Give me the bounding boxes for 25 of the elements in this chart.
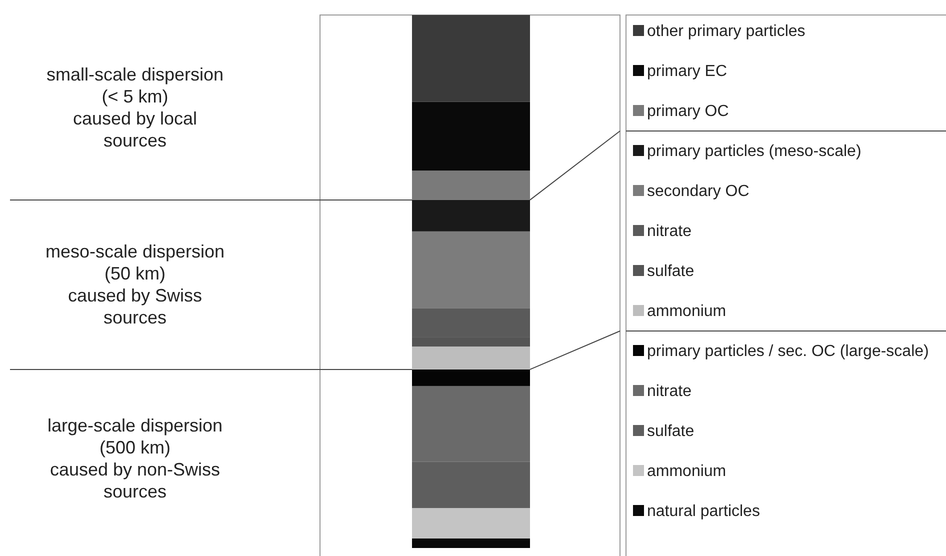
text: large-scale dispersion (500 km) caused by non-Swiss sources xyxy=(47,416,223,502)
legend-label: nitrate xyxy=(647,223,692,240)
legend-label: ammonium xyxy=(647,463,726,480)
bar xyxy=(412,200,530,232)
legend-label: primary EC xyxy=(647,63,728,80)
bar xyxy=(412,15,530,102)
text: meso-scale dispersion (50 km) caused by Swiss sources xyxy=(45,242,225,328)
bar xyxy=(412,170,530,200)
bar xyxy=(412,102,530,171)
legend-label: primary OC xyxy=(647,103,729,120)
legend-label: primary particles / sec. OC (large-scale) xyxy=(647,343,929,360)
text: small-scale dispersion (< 5 km) caused by local sources xyxy=(46,64,224,150)
legend-label: natural particles xyxy=(647,503,760,520)
legend-label: other primary particles xyxy=(647,23,806,40)
legend-label: ammonium xyxy=(647,303,726,320)
legend-label: primary particles (meso-scale) xyxy=(647,143,862,160)
legend-label: sulfate xyxy=(647,423,694,440)
legend-label: nitrate xyxy=(647,383,692,400)
legend-label: sulfate xyxy=(647,263,694,280)
bar xyxy=(412,508,530,538)
bar xyxy=(412,538,530,548)
legend-label: secondary OC xyxy=(647,183,750,200)
bar xyxy=(412,346,530,370)
bar xyxy=(412,231,530,308)
bar xyxy=(412,369,530,386)
